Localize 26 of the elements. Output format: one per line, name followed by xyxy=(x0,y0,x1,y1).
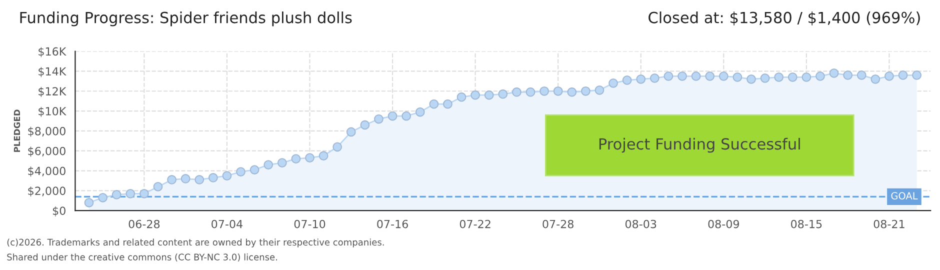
y-tick-label: $4,000 xyxy=(28,166,66,177)
y-tick-label: $6,000 xyxy=(28,146,66,157)
x-tick-label: 08-03 xyxy=(625,220,656,228)
chart-title: Funding Progress: Spider friends plush dolls xyxy=(20,12,352,26)
y-tick-label: $12K xyxy=(38,86,66,97)
x-tick-label: 08-21 xyxy=(874,220,904,228)
text: Shared under the creative commons (CC BY-NC 3.0) license. xyxy=(7,253,277,262)
text: (c)2026. Trademarks and related content are owned by their respective companies. xyxy=(7,238,384,248)
y-tick-label: $10K xyxy=(38,106,66,117)
y-tick-label: $16K xyxy=(38,47,66,58)
chart-subtitle: Closed at: $13,580 / $1,400 (969%) xyxy=(648,12,920,26)
annotation: Project Funding Successful xyxy=(599,138,800,153)
x-tick-label: 07-04 xyxy=(212,220,242,228)
y-tick-label: $2,000 xyxy=(28,186,66,197)
ref-line-label: GOAL xyxy=(891,192,918,200)
x-tick-label: 07-28 xyxy=(542,220,574,228)
x-tick-label: 08-15 xyxy=(791,220,822,228)
y-tick-label: $0 xyxy=(52,206,66,216)
x-tick-label: 07-10 xyxy=(294,220,326,228)
x-tick-label: 06-28 xyxy=(128,220,160,228)
y-tick-label: $8,000 xyxy=(28,126,66,137)
y-tick-label: $14K xyxy=(38,66,66,78)
x-tick-label: 08-09 xyxy=(708,220,740,228)
x-tick-label: 07-16 xyxy=(377,220,408,228)
y-axis-title: PLEDGED xyxy=(14,110,20,152)
x-tick-label: 07-22 xyxy=(460,220,490,228)
